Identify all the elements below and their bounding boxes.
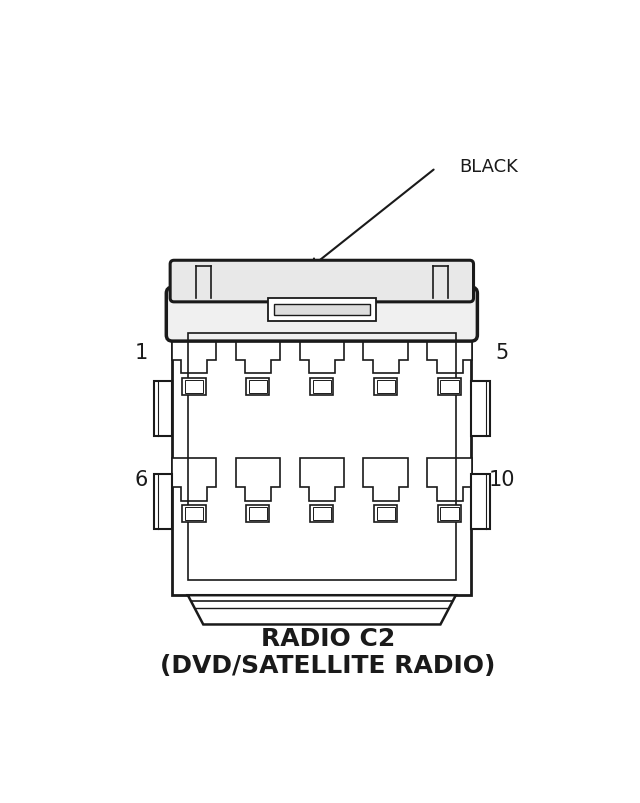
Polygon shape [300,459,344,501]
Polygon shape [172,332,216,374]
Text: 5: 5 [495,343,509,363]
Bar [440,507,459,520]
Text: RADIO C2: RADIO C2 [261,626,395,650]
FancyBboxPatch shape [170,261,474,303]
Polygon shape [188,596,456,625]
Bar [310,506,333,523]
Bar [249,507,267,520]
Polygon shape [300,332,344,374]
Polygon shape [172,459,216,501]
Bar [376,381,395,393]
Polygon shape [364,459,408,501]
Text: BLACK: BLACK [459,157,518,175]
Bar [312,381,331,393]
Text: 1: 1 [135,343,148,363]
Bar [154,381,172,437]
Bar [246,378,269,396]
Bar [310,378,333,396]
Polygon shape [236,332,280,374]
Text: 6: 6 [135,470,148,490]
Bar [182,378,205,396]
Bar [249,381,267,393]
Bar [274,305,369,316]
FancyBboxPatch shape [166,287,477,342]
Polygon shape [364,332,408,374]
Bar [172,296,471,596]
Bar [438,378,461,396]
Text: (DVD/SATELLITE RADIO): (DVD/SATELLITE RADIO) [160,653,496,677]
Bar [374,506,397,523]
Polygon shape [236,459,280,501]
Bar [246,506,269,523]
Bar [374,378,397,396]
Bar [268,299,376,322]
Bar [312,507,331,520]
Bar [182,506,205,523]
Polygon shape [428,332,472,374]
Bar [471,381,490,437]
Bar [440,381,459,393]
Bar [188,334,456,580]
Bar [154,474,172,529]
Bar [185,507,204,520]
Bar [438,506,461,523]
Polygon shape [428,459,472,501]
Bar [185,381,204,393]
Bar [471,474,490,529]
Text: 10: 10 [489,470,515,490]
Bar [376,507,395,520]
